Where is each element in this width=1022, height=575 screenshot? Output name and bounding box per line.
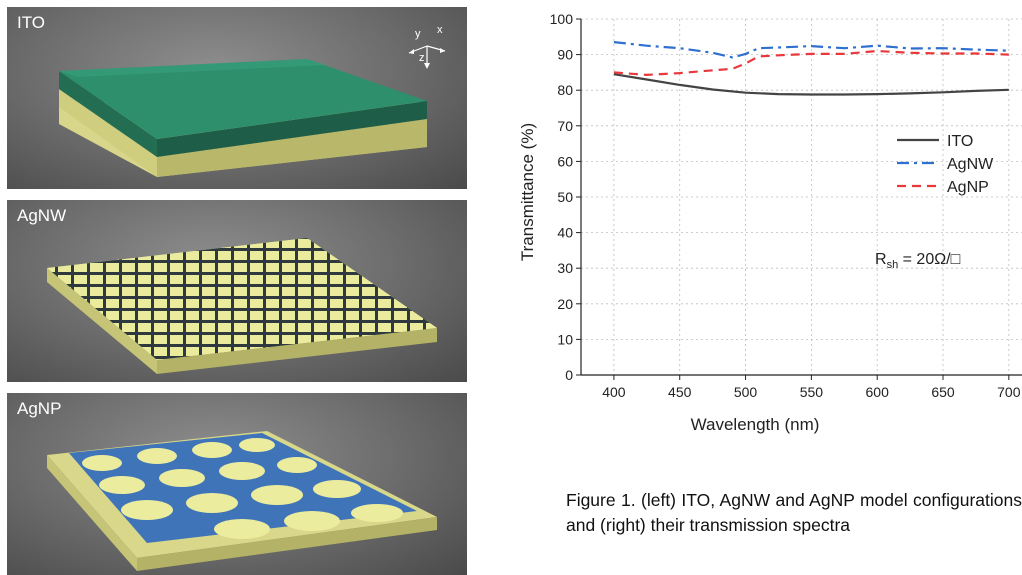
chart-series bbox=[613, 41, 1009, 96]
chart-ticks: 400 450 500 550 600 650 700 0 10 20 30 40 50 60 70 80 90… bbox=[550, 11, 1021, 400]
y-axis-label: Transmittance (%) bbox=[518, 123, 537, 261]
y-tick-label: 90 bbox=[557, 47, 573, 63]
x-tick-label: 500 bbox=[734, 384, 758, 400]
chart-grid bbox=[581, 18, 1022, 375]
axes-icon: y x z bbox=[408, 24, 446, 69]
ito-model-render bbox=[59, 59, 427, 177]
x-tick-label: 700 bbox=[997, 384, 1021, 400]
y-tick-label: 60 bbox=[557, 153, 573, 169]
figure-caption: Figure 1. (left) ITO, AgNW and AgNP mode… bbox=[566, 490, 1022, 535]
x-tick-label: 400 bbox=[602, 384, 626, 400]
agnp-model-render bbox=[47, 431, 437, 571]
axis-z-label: z bbox=[419, 52, 425, 64]
y-tick-label: 70 bbox=[557, 118, 573, 134]
y-tick-label: 80 bbox=[557, 82, 573, 98]
agnw-model-render bbox=[47, 238, 437, 374]
y-tick-label: 20 bbox=[557, 296, 573, 312]
legend-label-ito: ITO bbox=[947, 133, 973, 150]
agnp-panel: AgNP bbox=[7, 393, 467, 575]
axis-x-label: x bbox=[437, 24, 443, 36]
sheet-resistance-annotation: Rsh = 20Ω/□ bbox=[875, 251, 961, 271]
y-tick-label: 40 bbox=[557, 225, 573, 241]
series-line-ito bbox=[613, 73, 1009, 96]
x-axis-label: Wavelength (nm) bbox=[691, 415, 820, 434]
chart-legend: ITO AgNW AgNP bbox=[897, 133, 994, 196]
series-line-agnp bbox=[613, 49, 1009, 77]
y-tick-label: 0 bbox=[565, 367, 573, 383]
x-tick-label: 450 bbox=[668, 384, 692, 400]
ito-panel: ITO y x z bbox=[7, 7, 467, 189]
y-tick-label: 30 bbox=[557, 260, 573, 276]
ito-label: ITO bbox=[17, 13, 46, 32]
agnw-label: AgNW bbox=[17, 206, 67, 225]
y-tick-label: 100 bbox=[550, 11, 574, 27]
axis-y-label: y bbox=[415, 28, 421, 40]
legend-label-agnw: AgNW bbox=[947, 156, 994, 173]
series-line-agnw bbox=[613, 41, 1009, 59]
transmittance-chart: 400 450 500 550 600 650 700 0 10 20 30 40 50 60 70 80 90… bbox=[518, 11, 1022, 434]
y-tick-label: 10 bbox=[557, 331, 573, 347]
agnw-panel: AgNW bbox=[7, 200, 467, 382]
x-tick-label: 650 bbox=[931, 384, 955, 400]
y-tick-label: 50 bbox=[557, 189, 573, 205]
agnp-label: AgNP bbox=[17, 399, 62, 418]
x-tick-label: 600 bbox=[866, 384, 890, 400]
x-tick-label: 550 bbox=[800, 384, 824, 400]
legend-label-agnp: AgNP bbox=[947, 179, 989, 196]
